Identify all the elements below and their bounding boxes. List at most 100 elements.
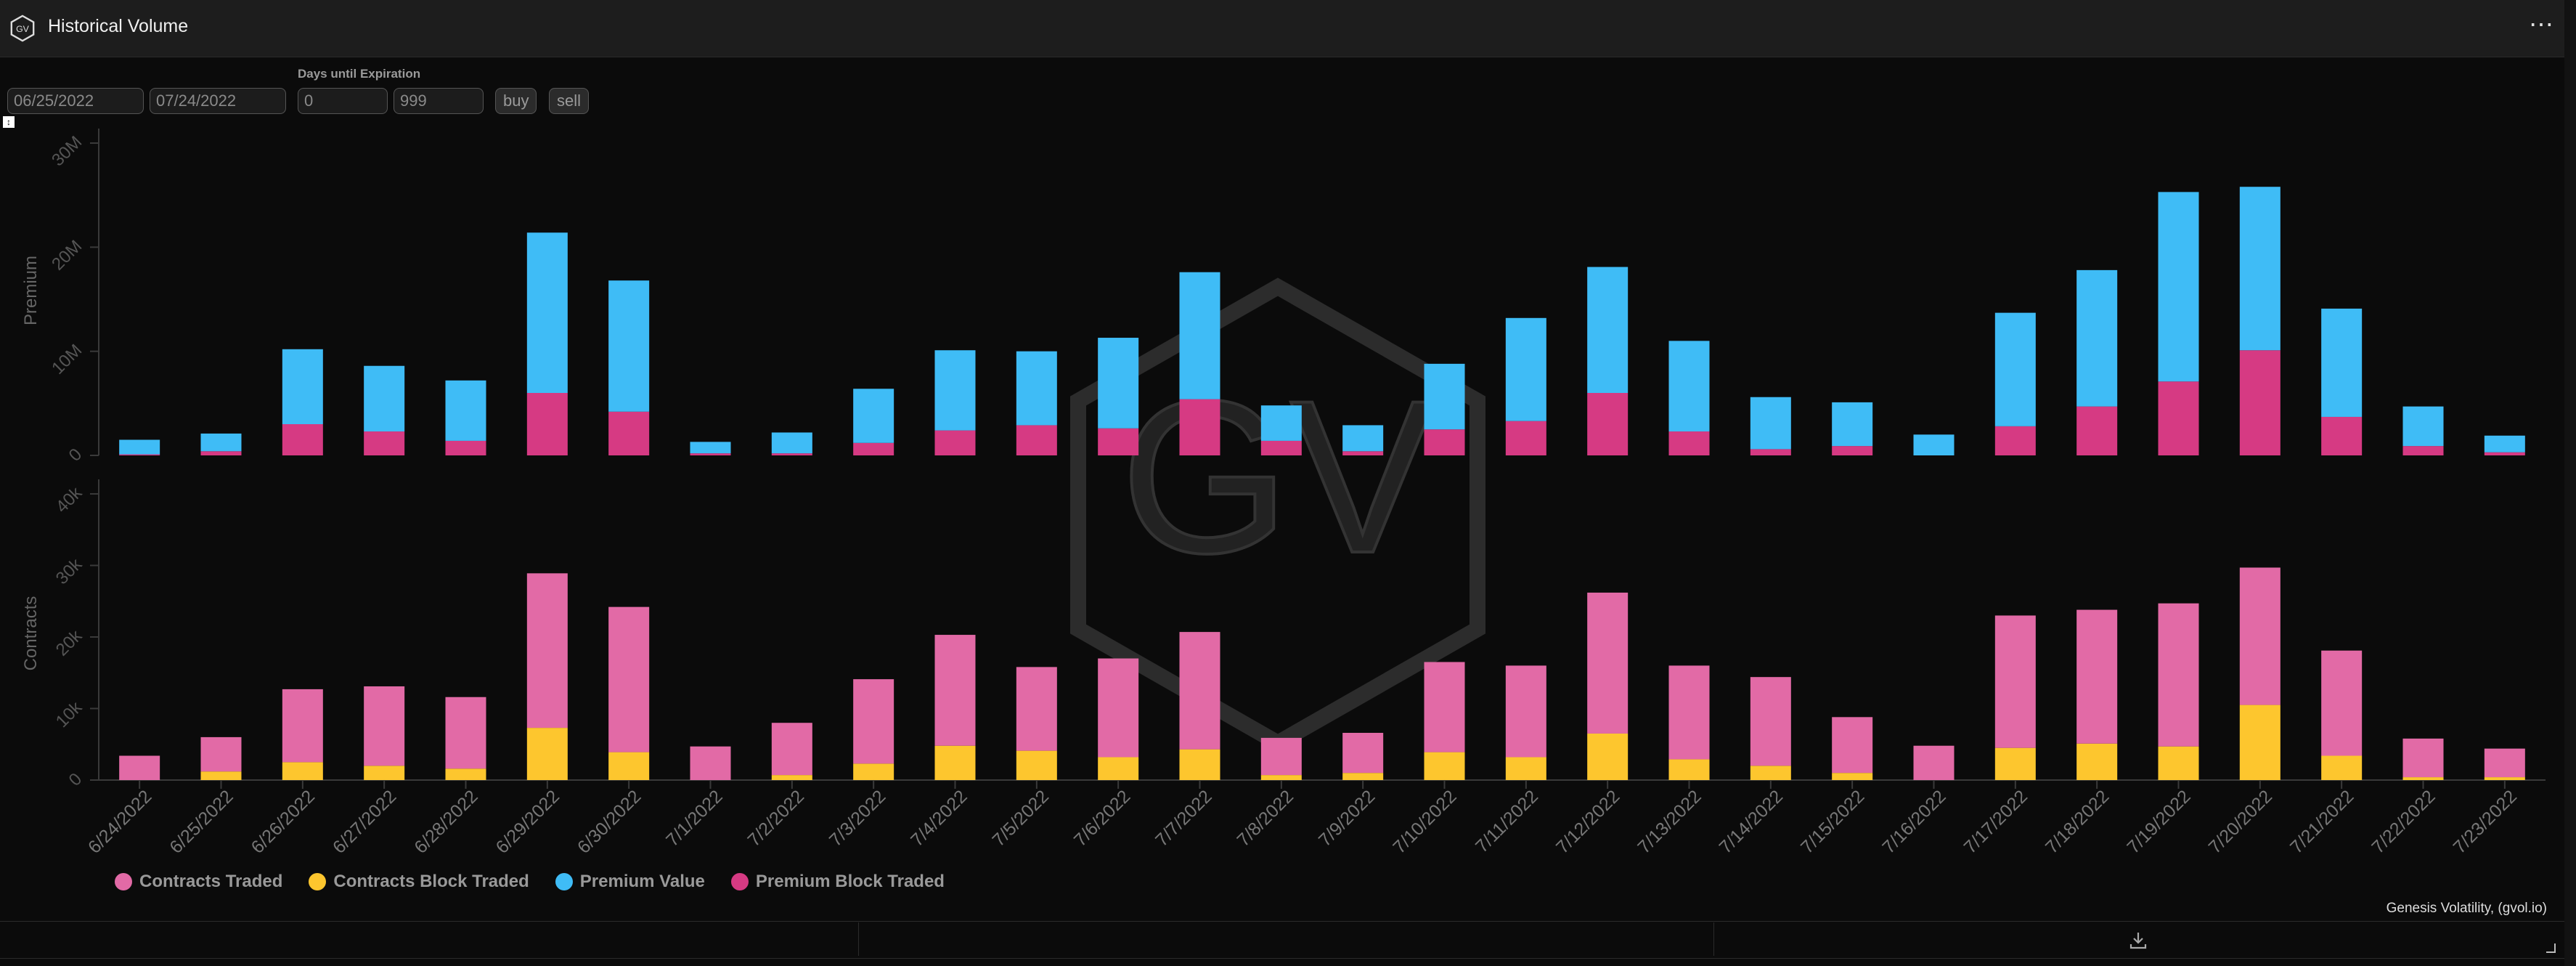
bar-premium-value[interactable]: [608, 280, 650, 412]
bar-premium-value[interactable]: [2484, 435, 2525, 452]
bar-contracts-block-traded[interactable]: [608, 752, 650, 780]
bar-contracts-traded[interactable]: [1424, 662, 1465, 752]
bar-contracts-block-traded[interactable]: [1098, 757, 1139, 780]
bar-contracts-traded[interactable]: [1016, 667, 1057, 751]
bar-contracts-traded[interactable]: [445, 697, 486, 769]
bar-premium-value[interactable]: [364, 365, 405, 432]
bar-premium-value[interactable]: [119, 439, 160, 455]
bar-premium-value[interactable]: [1750, 397, 1791, 450]
bar-premium-block-traded[interactable]: [934, 430, 976, 455]
bar-premium-value[interactable]: [1994, 312, 2036, 426]
bar-contracts-block-traded[interactable]: [1424, 752, 1465, 780]
bar-premium-block-traded[interactable]: [364, 431, 405, 455]
bar-contracts-traded[interactable]: [690, 746, 731, 780]
bar-contracts-block-traded[interactable]: [1668, 759, 1710, 780]
bar-premium-block-traded[interactable]: [1098, 428, 1139, 455]
bar-contracts-block-traded[interactable]: [2076, 743, 2118, 780]
bar-contracts-block-traded[interactable]: [445, 768, 486, 780]
bar-premium-value[interactable]: [1342, 425, 1384, 452]
bar-premium-value[interactable]: [1424, 363, 1465, 430]
legend-item[interactable]: Contracts Block Traded: [309, 872, 529, 892]
bar-premium-value[interactable]: [445, 380, 486, 441]
bar-contracts-traded[interactable]: [1179, 632, 1220, 750]
resize-handle-icon[interactable]: [2546, 943, 2556, 953]
bar-premium-value[interactable]: [853, 389, 894, 443]
bar-contracts-block-traded[interactable]: [1505, 757, 1546, 780]
sell-button[interactable]: sell: [549, 88, 590, 114]
bar-premium-block-traded[interactable]: [1832, 446, 1873, 455]
bar-contracts-block-traded[interactable]: [2158, 746, 2199, 780]
bar-contracts-block-traded[interactable]: [2321, 755, 2363, 780]
legend-item[interactable]: Contracts Traded: [115, 872, 282, 892]
bar-premium-value[interactable]: [1832, 402, 1873, 447]
bar-premium-value[interactable]: [2321, 308, 2363, 417]
end-date-input[interactable]: [150, 88, 286, 114]
bar-contracts-block-traded[interactable]: [1342, 773, 1384, 780]
bar-contracts-block-traded[interactable]: [1994, 747, 2036, 780]
download-icon[interactable]: [2127, 930, 2149, 951]
bar-premium-value[interactable]: [771, 432, 812, 454]
bar-premium-block-traded[interactable]: [445, 440, 486, 455]
bar-premium-block-traded[interactable]: [771, 453, 812, 455]
bar-contracts-traded[interactable]: [200, 736, 242, 772]
bar-premium-value[interactable]: [2239, 187, 2281, 351]
bar-contracts-block-traded[interactable]: [2239, 705, 2281, 780]
bar-contracts-block-traded[interactable]: [1260, 775, 1302, 780]
bar-premium-block-traded[interactable]: [690, 453, 731, 455]
bar-premium-block-traded[interactable]: [1587, 393, 1629, 455]
bar-contracts-block-traded[interactable]: [2402, 777, 2444, 780]
bar-premium-value[interactable]: [526, 232, 568, 393]
bar-contracts-traded[interactable]: [119, 755, 160, 780]
bar-contracts-block-traded[interactable]: [200, 771, 242, 780]
bar-premium-value[interactable]: [1668, 341, 1710, 432]
bar-contracts-traded[interactable]: [1913, 745, 1955, 780]
bar-premium-block-traded[interactable]: [1016, 425, 1057, 455]
bar-premium-value[interactable]: [1179, 272, 1220, 399]
bar-premium-block-traded[interactable]: [853, 442, 894, 455]
bar-contracts-block-traded[interactable]: [853, 763, 894, 780]
bar-contracts-block-traded[interactable]: [934, 745, 976, 780]
bar-premium-block-traded[interactable]: [1424, 429, 1465, 455]
bar-contracts-traded[interactable]: [1832, 717, 1873, 774]
bar-contracts-block-traded[interactable]: [282, 762, 323, 780]
bar-contracts-traded[interactable]: [934, 635, 976, 746]
bar-contracts-traded[interactable]: [1994, 615, 2036, 748]
bar-contracts-traded[interactable]: [1587, 592, 1629, 734]
bar-contracts-traded[interactable]: [526, 573, 568, 728]
scrollbar-track[interactable]: [2564, 0, 2576, 966]
bar-premium-value[interactable]: [1505, 317, 1546, 421]
bar-premium-value[interactable]: [934, 350, 976, 431]
bar-premium-value[interactable]: [1913, 434, 1955, 455]
bar-contracts-block-traded[interactable]: [1016, 750, 1057, 780]
buy-button[interactable]: buy: [495, 88, 537, 114]
bar-premium-block-traded[interactable]: [608, 411, 650, 455]
bar-contracts-traded[interactable]: [2158, 603, 2199, 747]
legend-item[interactable]: Premium Block Traded: [730, 872, 945, 892]
bar-contracts-traded[interactable]: [2239, 567, 2281, 705]
dte-min-input[interactable]: [298, 88, 388, 114]
bar-premium-value[interactable]: [1260, 405, 1302, 441]
bar-premium-value[interactable]: [690, 442, 731, 454]
bar-premium-block-traded[interactable]: [1668, 431, 1710, 455]
bar-contracts-block-traded[interactable]: [1750, 766, 1791, 780]
bar-premium-value[interactable]: [2158, 192, 2199, 382]
bar-contracts-traded[interactable]: [1098, 658, 1139, 758]
bar-premium-block-traded[interactable]: [1505, 421, 1546, 455]
bar-contracts-block-traded[interactable]: [1832, 773, 1873, 780]
bar-premium-block-traded[interactable]: [2402, 446, 2444, 455]
bar-contracts-block-traded[interactable]: [364, 766, 405, 780]
bar-premium-value[interactable]: [200, 433, 242, 452]
bar-premium-block-traded[interactable]: [282, 424, 323, 455]
bar-contracts-traded[interactable]: [2484, 748, 2525, 778]
bar-contracts-traded[interactable]: [2076, 609, 2118, 744]
bar-premium-value[interactable]: [2076, 269, 2118, 407]
bar-premium-block-traded[interactable]: [1179, 399, 1220, 455]
bar-contracts-block-traded[interactable]: [526, 728, 568, 780]
bar-premium-block-traded[interactable]: [2076, 406, 2118, 455]
bar-premium-block-traded[interactable]: [2321, 416, 2363, 455]
bar-contracts-traded[interactable]: [282, 689, 323, 763]
bar-contracts-traded[interactable]: [1260, 737, 1302, 776]
bar-premium-block-traded[interactable]: [1994, 426, 2036, 455]
bar-premium-block-traded[interactable]: [1750, 449, 1791, 455]
bar-contracts-traded[interactable]: [364, 686, 405, 766]
